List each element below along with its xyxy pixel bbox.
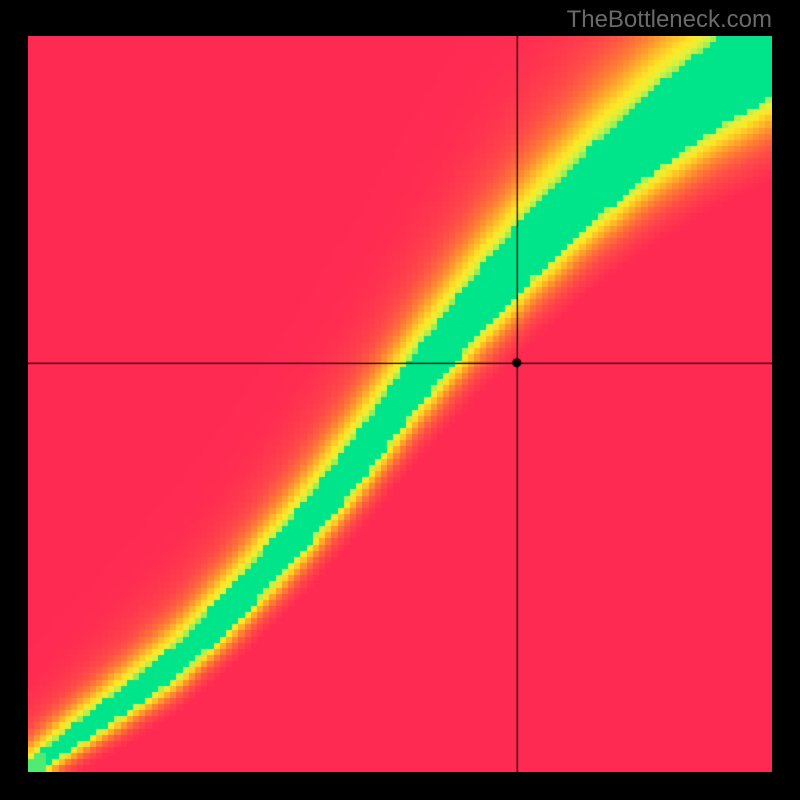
chart-container: TheBottleneck.com xyxy=(0,0,800,800)
bottleneck-heatmap xyxy=(28,36,772,772)
watermark-text: TheBottleneck.com xyxy=(567,6,772,34)
